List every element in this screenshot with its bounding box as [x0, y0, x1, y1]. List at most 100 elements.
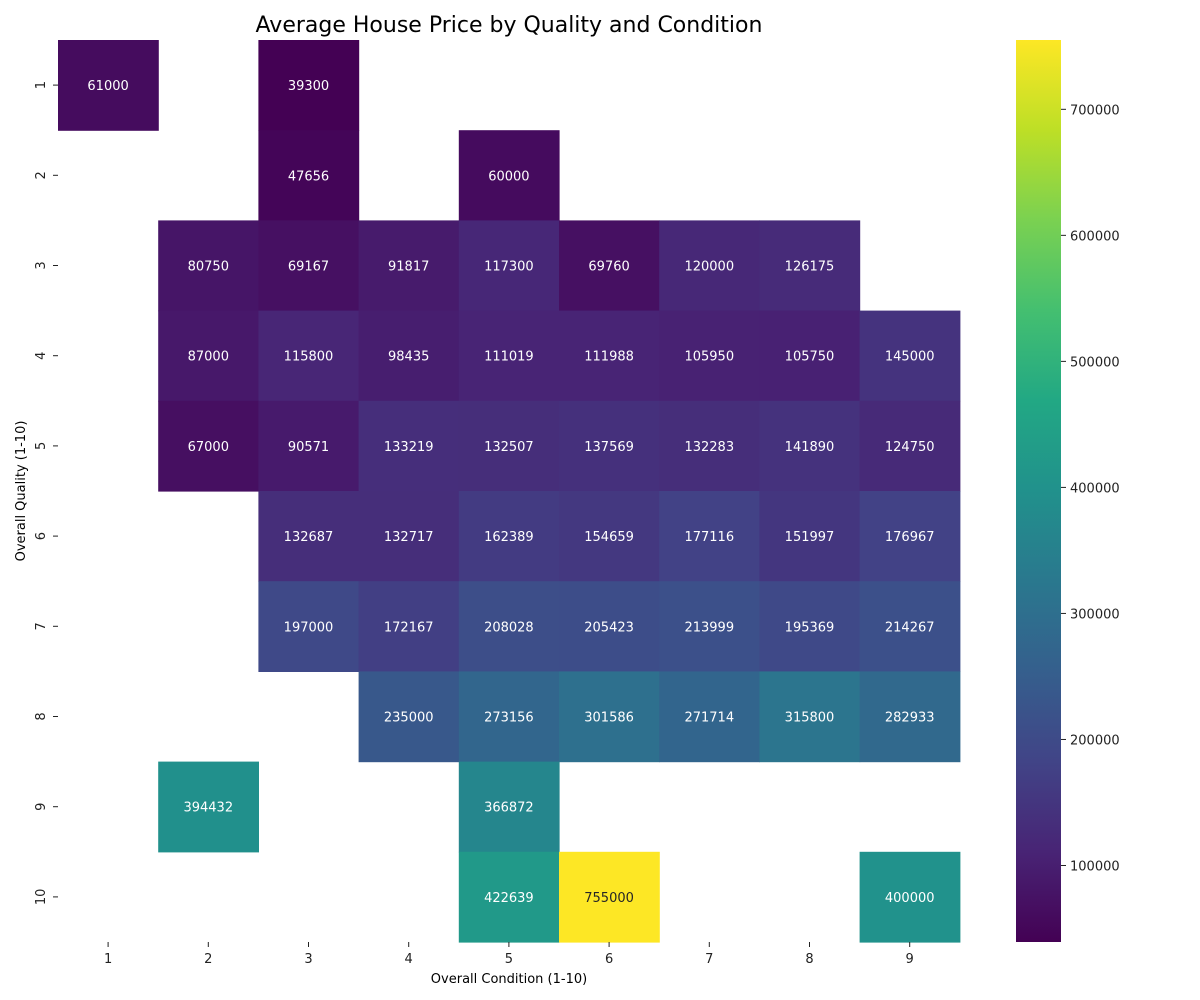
y-tick-label: 2 [34, 171, 49, 179]
heatmap-cell [659, 671, 760, 763]
cell-value-label: 214267 [885, 620, 935, 635]
x-tick-label: 1 [104, 952, 112, 967]
cell-value-label: 98435 [388, 350, 429, 365]
cell-value-label: 141890 [785, 440, 835, 455]
heatmap-cell [158, 761, 259, 853]
cell-value-label: 132717 [384, 530, 434, 545]
heatmap-cell [258, 220, 360, 312]
heatmap-cell [258, 400, 360, 492]
y-axis-label: Overall Quality (1-10) [14, 421, 29, 562]
colorbar-tick-label: 100000 [1070, 859, 1120, 874]
heatmap-cell [158, 400, 259, 492]
cell-value-label: 67000 [188, 440, 229, 455]
heatmap-cell [559, 671, 660, 763]
heatmap-cell [358, 491, 460, 582]
y-tick-label: 7 [34, 622, 49, 630]
cell-value-label: 282933 [885, 711, 935, 726]
cell-value-label: 205423 [584, 620, 634, 635]
colorbar-tick-label: 600000 [1070, 229, 1120, 244]
heatmap-cell [358, 400, 460, 492]
heatmap-cell [258, 310, 360, 402]
heatmap-cell [659, 310, 760, 402]
x-tick-label: 2 [204, 952, 212, 967]
cell-value-label: 90571 [288, 440, 329, 455]
cell-value-label: 132687 [284, 530, 334, 545]
cell-value-label: 61000 [87, 79, 128, 94]
colorbar-tick-label: 700000 [1070, 103, 1120, 118]
heatmap-cell [458, 671, 560, 763]
y-tick-label: 9 [34, 803, 49, 811]
heatmap-cell [859, 310, 961, 402]
heatmap-cell [659, 400, 760, 492]
cell-value-label: 111988 [584, 350, 634, 365]
cell-value-label: 124750 [885, 440, 935, 455]
heatmap-cell [258, 40, 360, 131]
heatmap-cell [759, 581, 861, 672]
cell-value-label: 120000 [684, 260, 734, 275]
cell-value-label: 39300 [288, 79, 329, 94]
heatmap-cell [258, 130, 360, 221]
x-tick-label: 6 [605, 952, 613, 967]
cell-value-label: 91817 [388, 260, 429, 275]
heatmap-cell [458, 581, 560, 672]
heatmap-cells: 61000 39300 47656 60000 80750 69167 91817 11730… [58, 40, 961, 943]
cell-value-label: 301586 [584, 711, 634, 726]
cell-value-label: 271714 [684, 711, 734, 726]
cell-value-label: 111019 [484, 350, 534, 365]
cell-value-label: 132507 [484, 440, 534, 455]
cell-value-label: 87000 [188, 350, 229, 365]
y-tick-label: 5 [34, 442, 49, 450]
cell-value-label: 132283 [684, 440, 734, 455]
colorbar-tick-label: 300000 [1070, 607, 1120, 622]
colorbar-gradient [1016, 40, 1061, 942]
y-tick-label: 8 [34, 712, 49, 720]
cell-value-label: 133219 [384, 440, 434, 455]
heatmap-cell [458, 761, 560, 853]
cell-value-label: 195369 [785, 620, 835, 635]
cell-value-label: 177116 [684, 530, 734, 545]
cell-value-label: 755000 [584, 891, 634, 906]
heatmap-cell [559, 400, 660, 492]
cell-value-label: 115800 [284, 350, 334, 365]
heatmap-cell [859, 671, 961, 763]
x-tick-label: 3 [304, 952, 312, 967]
cell-value-label: 273156 [484, 711, 534, 726]
heatmap-cell [358, 671, 460, 763]
heatmap-cell [759, 310, 861, 402]
cell-value-label: 117300 [484, 260, 534, 275]
colorbar-tick-label: 200000 [1070, 733, 1120, 748]
y-axis-ticks: 1 2 3 4 5 6 7 8 9 10 [34, 81, 58, 905]
cell-value-label: 154659 [584, 530, 634, 545]
heatmap-cell [659, 491, 760, 582]
heatmap-cell [559, 851, 660, 943]
heatmap-cell [859, 491, 961, 582]
cell-value-label: 145000 [885, 350, 935, 365]
heatmap-cell [458, 491, 560, 582]
cell-value-label: 80750 [188, 260, 229, 275]
heatmap-cell [158, 310, 259, 402]
heatmap-cell [358, 220, 460, 312]
heatmap-cell [458, 130, 560, 221]
heatmap-cell [759, 491, 861, 582]
y-tick-label: 4 [34, 352, 49, 360]
y-tick-label: 6 [34, 532, 49, 540]
y-tick-label: 10 [34, 889, 49, 906]
colorbar: 100000 200000 300000 400000 500000 600000 7000… [1016, 40, 1120, 942]
cell-value-label: 394432 [183, 801, 233, 816]
heatmap-cell [458, 220, 560, 312]
heatmap-cell [458, 310, 560, 402]
cell-value-label: 208028 [484, 620, 534, 635]
cell-value-label: 47656 [288, 169, 329, 184]
cell-value-label: 69760 [588, 260, 629, 275]
heatmap-cell [759, 400, 861, 492]
cell-value-label: 213999 [684, 620, 734, 635]
cell-value-label: 315800 [785, 711, 835, 726]
x-tick-label: 4 [405, 952, 413, 967]
heatmap-cell [358, 310, 460, 402]
cell-value-label: 162389 [484, 530, 534, 545]
y-tick-label: 1 [34, 81, 49, 89]
heatmap-cell [158, 220, 259, 312]
cell-value-label: 60000 [488, 169, 529, 184]
cell-value-label: 197000 [284, 620, 334, 635]
